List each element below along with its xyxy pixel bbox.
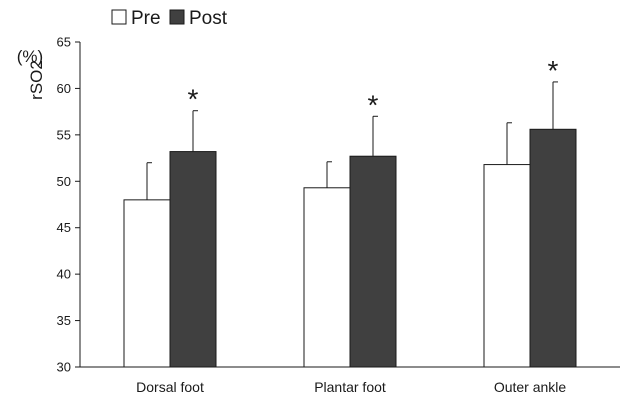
y-tick-label: 50 <box>57 174 71 189</box>
y-tick-label: 30 <box>57 360 71 375</box>
bar-pre-2 <box>303 187 351 368</box>
legend-swatch-post <box>169 9 185 25</box>
legend-label-post: Post <box>189 8 228 29</box>
legend-label-pre: Pre <box>131 8 161 29</box>
y-tick-label: 65 <box>57 35 71 50</box>
bar-post-3 <box>529 128 577 368</box>
y-axis-title: rSO2 <box>27 60 46 100</box>
x-axis: Dorsal foot Plantar foot Outer ankle <box>80 366 620 395</box>
x-category-label: Plantar foot <box>314 379 386 395</box>
significance-star: * <box>188 84 199 115</box>
error-bars <box>146 81 558 200</box>
significance-star: * <box>368 89 379 120</box>
x-category-label: Outer ankle <box>494 379 567 395</box>
y-tick-label: 55 <box>57 127 71 142</box>
y-axis-unit: (%) <box>17 47 43 66</box>
bar-pre-1 <box>123 199 171 368</box>
legend-swatch-pre <box>111 9 127 25</box>
y-tick-label: 60 <box>57 81 71 96</box>
significance-markers: * * * <box>188 55 559 120</box>
y-tick-label: 35 <box>57 313 71 328</box>
significance-star: * <box>548 55 559 86</box>
bars <box>123 128 577 368</box>
bar-pre-3 <box>483 164 531 368</box>
bar-post-2 <box>349 155 397 368</box>
y-axis: 30 35 40 45 50 55 60 65 <box>57 35 81 375</box>
y-tick-label: 45 <box>57 220 71 235</box>
x-category-label: Dorsal foot <box>136 379 204 395</box>
bar-post-1 <box>169 151 217 368</box>
y-tick-label: 40 <box>57 267 71 282</box>
legend: Pre Post <box>111 8 228 29</box>
